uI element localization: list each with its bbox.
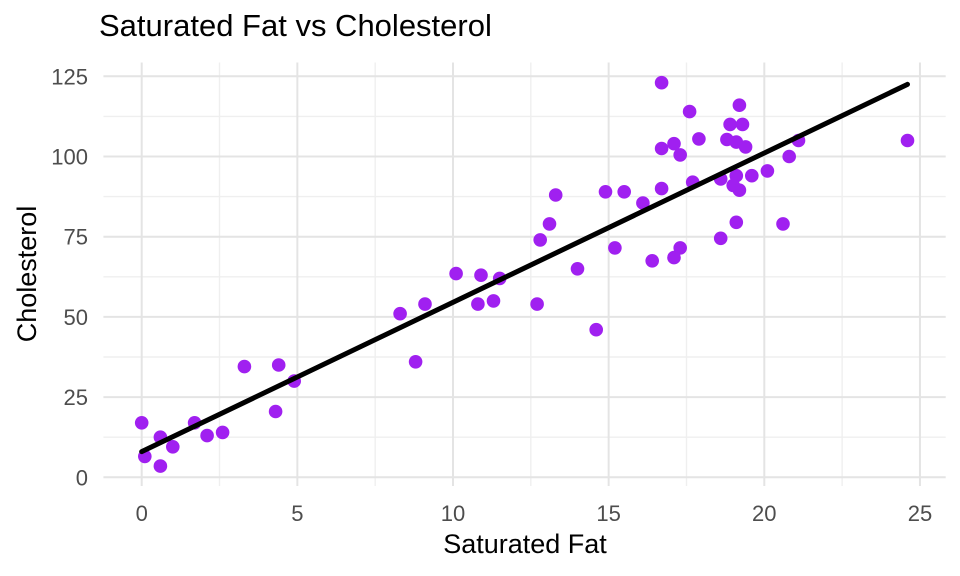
- data-point: [474, 268, 488, 283]
- data-point: [673, 241, 687, 255]
- data-point: [418, 297, 432, 311]
- data-point: [271, 358, 286, 372]
- data-point: [449, 266, 463, 281]
- x-tick-label: 15: [596, 501, 620, 526]
- data-point: [471, 297, 485, 311]
- data-point: [713, 231, 728, 246]
- data-point: [738, 140, 753, 154]
- data-point: [570, 262, 585, 276]
- y-tick-label: 0: [76, 465, 88, 490]
- data-point: [667, 136, 681, 151]
- data-point: [776, 217, 790, 231]
- data-point: [134, 416, 149, 430]
- x-axis-tick-labels: 0 5 10 15 20 25: [136, 501, 933, 526]
- data-point: [645, 253, 659, 268]
- regression-line: [139, 81, 910, 455]
- data-point: [589, 322, 603, 337]
- y-axis-title: Cholesterol: [12, 205, 42, 343]
- data-point: [542, 217, 557, 231]
- data-point: [654, 181, 669, 196]
- data-point: [237, 359, 252, 374]
- data-point: [723, 117, 737, 132]
- data-point: [735, 117, 750, 132]
- data-points: [134, 75, 915, 473]
- x-tick-label: 20: [752, 501, 776, 526]
- data-point: [729, 168, 744, 183]
- y-axis-tick-labels: 0 25 50 75 100 125: [51, 64, 88, 490]
- data-point: [900, 133, 915, 148]
- data-point: [692, 132, 706, 146]
- data-point: [530, 297, 544, 311]
- data-point: [729, 215, 744, 230]
- y-tick-label: 25: [64, 385, 88, 410]
- data-point: [268, 404, 283, 419]
- data-point: [200, 428, 214, 443]
- trend-line-layer: [139, 81, 910, 455]
- y-tick-label: 125: [51, 64, 88, 89]
- data-point: [617, 185, 631, 199]
- data-point: [654, 75, 669, 90]
- gridlines-minor: [103, 62, 946, 486]
- data-point: [636, 196, 650, 210]
- y-tick-label: 50: [64, 305, 88, 330]
- x-tick-label: 10: [441, 501, 465, 526]
- data-point: [745, 168, 759, 183]
- data-point: [533, 233, 547, 247]
- x-tick-label: 0: [136, 501, 148, 526]
- data-point: [782, 149, 796, 164]
- data-point: [608, 241, 622, 255]
- x-axis-title: Saturated Fat: [443, 529, 607, 559]
- data-point: [732, 98, 747, 112]
- y-tick-label: 100: [51, 145, 88, 170]
- y-tick-label: 75: [64, 225, 88, 250]
- x-tick-label: 25: [908, 501, 932, 526]
- data-point: [673, 148, 687, 162]
- data-point: [732, 183, 747, 197]
- data-point: [548, 188, 563, 202]
- data-point: [760, 164, 775, 178]
- data-point: [654, 141, 669, 156]
- data-point: [166, 440, 180, 454]
- data-point: [215, 425, 230, 440]
- data-point: [682, 104, 697, 119]
- x-tick-label: 5: [291, 501, 303, 526]
- data-point: [153, 459, 168, 473]
- data-point: [667, 250, 681, 265]
- data-point: [598, 185, 613, 199]
- data-point: [486, 294, 501, 308]
- data-point: [393, 306, 407, 321]
- data-point: [408, 355, 423, 369]
- plot-title: Saturated Fat vs Cholesterol: [99, 8, 492, 43]
